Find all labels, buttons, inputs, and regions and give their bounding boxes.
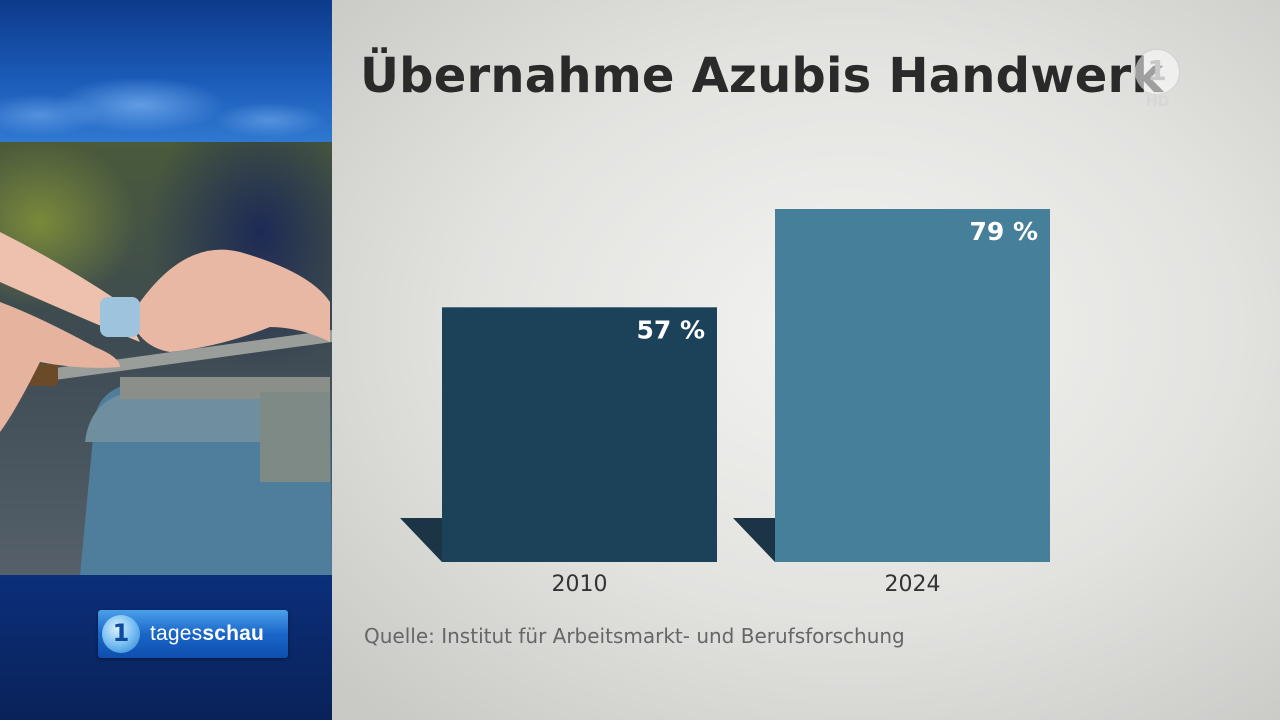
- ard-one-icon: 1: [102, 615, 140, 653]
- bar-2010: [442, 307, 717, 562]
- tagesschau-logo: 1 tagesschau: [98, 610, 288, 658]
- source-note: Quelle: Institut für Arbeitsmarkt- und B…: [364, 624, 905, 648]
- category-label-2010: 2010: [552, 572, 608, 597]
- channel-logo-glyph: 1: [1147, 54, 1167, 87]
- chart-title: Übernahme Azubis Handwerk: [360, 48, 1164, 104]
- program-name-part1: tages: [150, 622, 203, 645]
- bar-2024: [775, 209, 1050, 562]
- value-label-2010: 57 %: [636, 315, 705, 344]
- photo-panel: 1 tagesschau: [0, 0, 332, 720]
- category-label-2024: 2024: [885, 572, 941, 597]
- globe-banner-image: [0, 0, 332, 142]
- hd-badge: HD: [1146, 94, 1170, 110]
- bar-shadow-2024: [733, 518, 775, 562]
- logo-glyph: 1: [112, 619, 130, 647]
- chart-panel: Übernahme Azubis Handwerk 1 HD 57 % 2010 7…: [332, 0, 1280, 720]
- program-name-part2: schau: [202, 622, 265, 645]
- bar-shadow-2010: [400, 518, 442, 562]
- value-label-2024: 79 %: [969, 217, 1038, 246]
- bar-chart: 57 % 2010 79 % 2024: [400, 209, 1050, 597]
- program-name: tagesschau: [150, 622, 264, 646]
- craftsman-photo: [0, 142, 332, 575]
- ard-channel-logo: 1: [1135, 50, 1179, 94]
